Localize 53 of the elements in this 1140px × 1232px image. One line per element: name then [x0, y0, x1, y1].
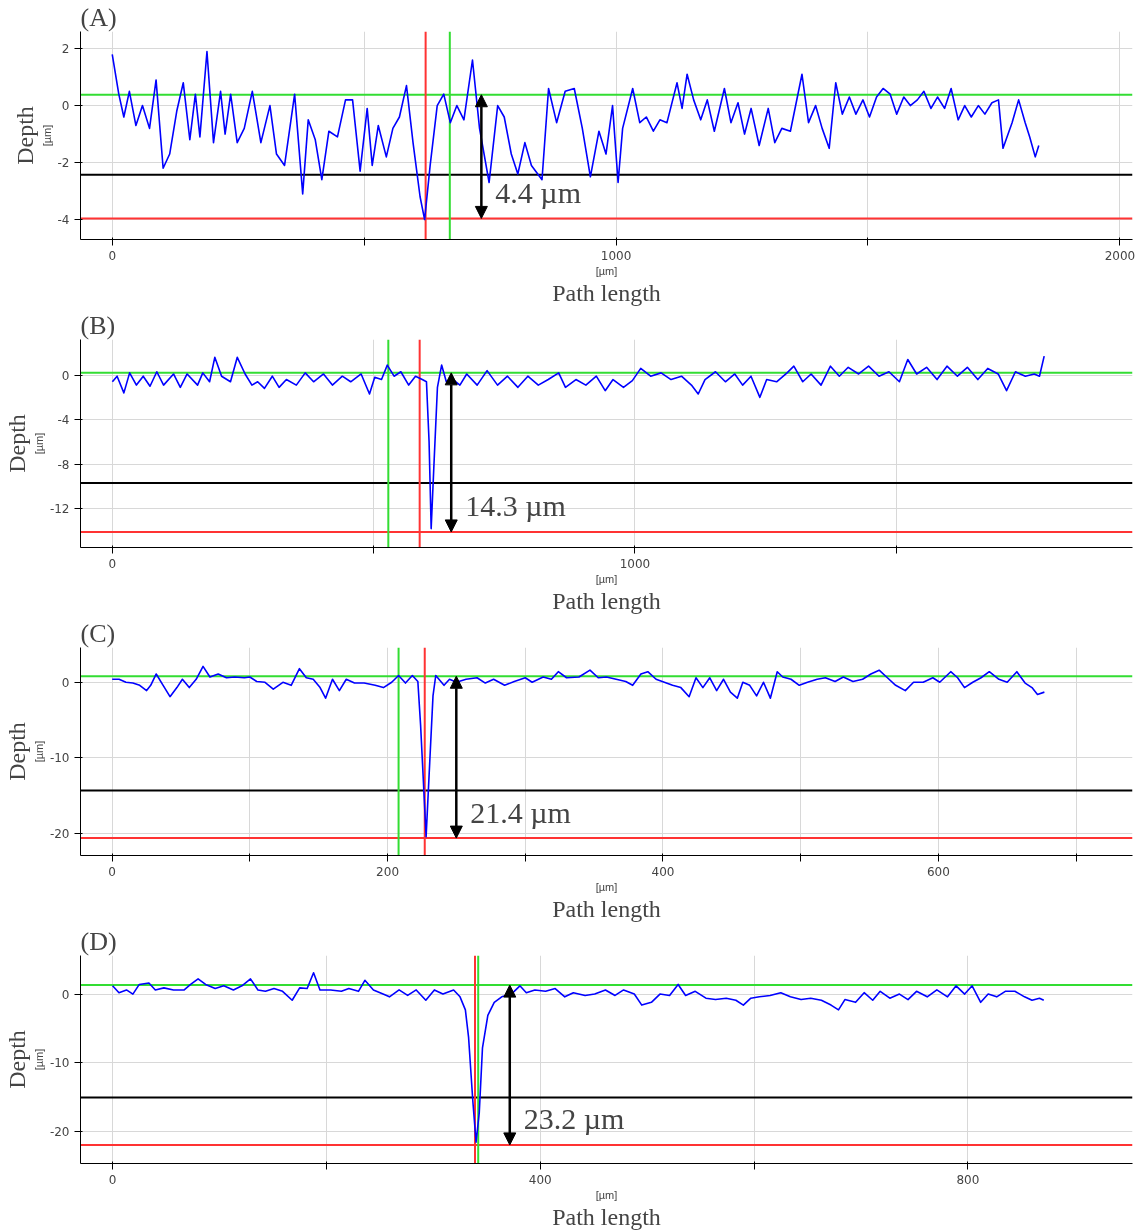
x-tick-label: 400 — [651, 864, 675, 879]
y-tick-label: -20 — [49, 1125, 70, 1140]
line-series — [111, 971, 1045, 1143]
text: [µm] — [595, 880, 618, 893]
x-tick-label: 0 — [108, 864, 116, 879]
y-tick-label: 0 — [61, 675, 70, 690]
text: [µm] — [595, 264, 618, 277]
text: [µm] — [595, 1188, 618, 1201]
y-axis-title: Depth — [3, 1030, 30, 1089]
y-tick-label: 0 — [61, 99, 70, 114]
y-tick-label: -4 — [57, 213, 70, 228]
line-series — [111, 50, 1040, 221]
chart-title: (B) — [80, 310, 116, 340]
x-tick-label: 1000 — [619, 556, 651, 571]
x-tick-label: 2000 — [1104, 248, 1136, 263]
chart-title: (A) — [80, 2, 117, 32]
y-tick-label: -20 — [49, 827, 70, 842]
y-axis-title: Depth — [3, 414, 30, 473]
line-series — [111, 355, 1045, 530]
text: [µm] — [595, 572, 618, 585]
x-axis-title: Path length — [552, 279, 661, 306]
y-tick-label: -10 — [49, 751, 70, 766]
text: [µm] — [32, 432, 45, 455]
y-tick-label: -8 — [57, 457, 70, 472]
y-tick-label: -4 — [57, 413, 70, 428]
x-axis-title: Path length — [552, 587, 661, 614]
annotation: 4.4 µm — [495, 175, 581, 209]
chart-title: (D) — [80, 926, 117, 956]
text: [µm] — [32, 740, 45, 763]
x-tick-label: 0 — [108, 248, 117, 263]
text: [µm] — [32, 1048, 45, 1071]
text: [µm] — [40, 124, 53, 147]
y-tick-label: -2 — [57, 156, 70, 171]
x-tick-label: 1000 — [600, 248, 632, 263]
annotation: 21.4 µm — [470, 795, 571, 829]
annotation: 23.2 µm — [523, 1102, 625, 1136]
y-tick-label: 2 — [61, 42, 70, 57]
x-axis-title: Path length — [552, 1203, 661, 1230]
y-axis-title: Depth — [3, 722, 30, 781]
y-tick-label: -10 — [49, 1056, 70, 1071]
y-tick-label: 0 — [61, 987, 70, 1002]
x-tick-label: 600 — [926, 864, 950, 879]
x-axis-title: Path length — [552, 895, 661, 922]
x-tick-label: 400 — [528, 1172, 552, 1187]
y-tick-label: 0 — [61, 368, 70, 383]
y-tick-label: -12 — [49, 502, 70, 517]
line-series — [111, 665, 1046, 838]
x-tick-label: 800 — [956, 1172, 980, 1187]
x-tick-label: 200 — [376, 864, 400, 879]
chart-title: (C) — [80, 618, 116, 648]
x-tick-label: 0 — [108, 1172, 117, 1187]
annotation: 14.3 µm — [465, 489, 566, 523]
y-axis-title: Depth — [11, 106, 38, 165]
